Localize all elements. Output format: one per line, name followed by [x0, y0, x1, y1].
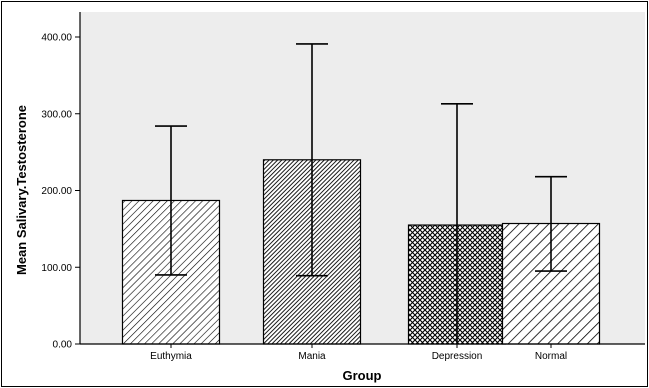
x-tick-label-mania: Mania: [298, 351, 326, 362]
y-tick-label: 400.00: [41, 33, 72, 44]
x-axis-title: Group: [343, 368, 382, 383]
y-tick-label: 100.00: [41, 263, 72, 274]
y-axis-title: Mean Salivary.Testosterone: [14, 105, 29, 275]
error-bars: [155, 43, 567, 344]
y-axis: 0.00 100.00 200.00 300.00 400.00: [41, 12, 81, 351]
y-tick-label: 300.00: [41, 109, 72, 120]
x-tick-label-euthymia: Euthymia: [150, 351, 192, 362]
y-tick-label: 200.00: [41, 186, 72, 197]
x-axis: Euthymia Mania Depression Normal: [80, 343, 645, 362]
y-tick-label: 0.00: [53, 340, 73, 351]
x-tick-label-normal: Normal: [535, 351, 567, 362]
x-tick-label-depression: Depression: [432, 351, 483, 362]
